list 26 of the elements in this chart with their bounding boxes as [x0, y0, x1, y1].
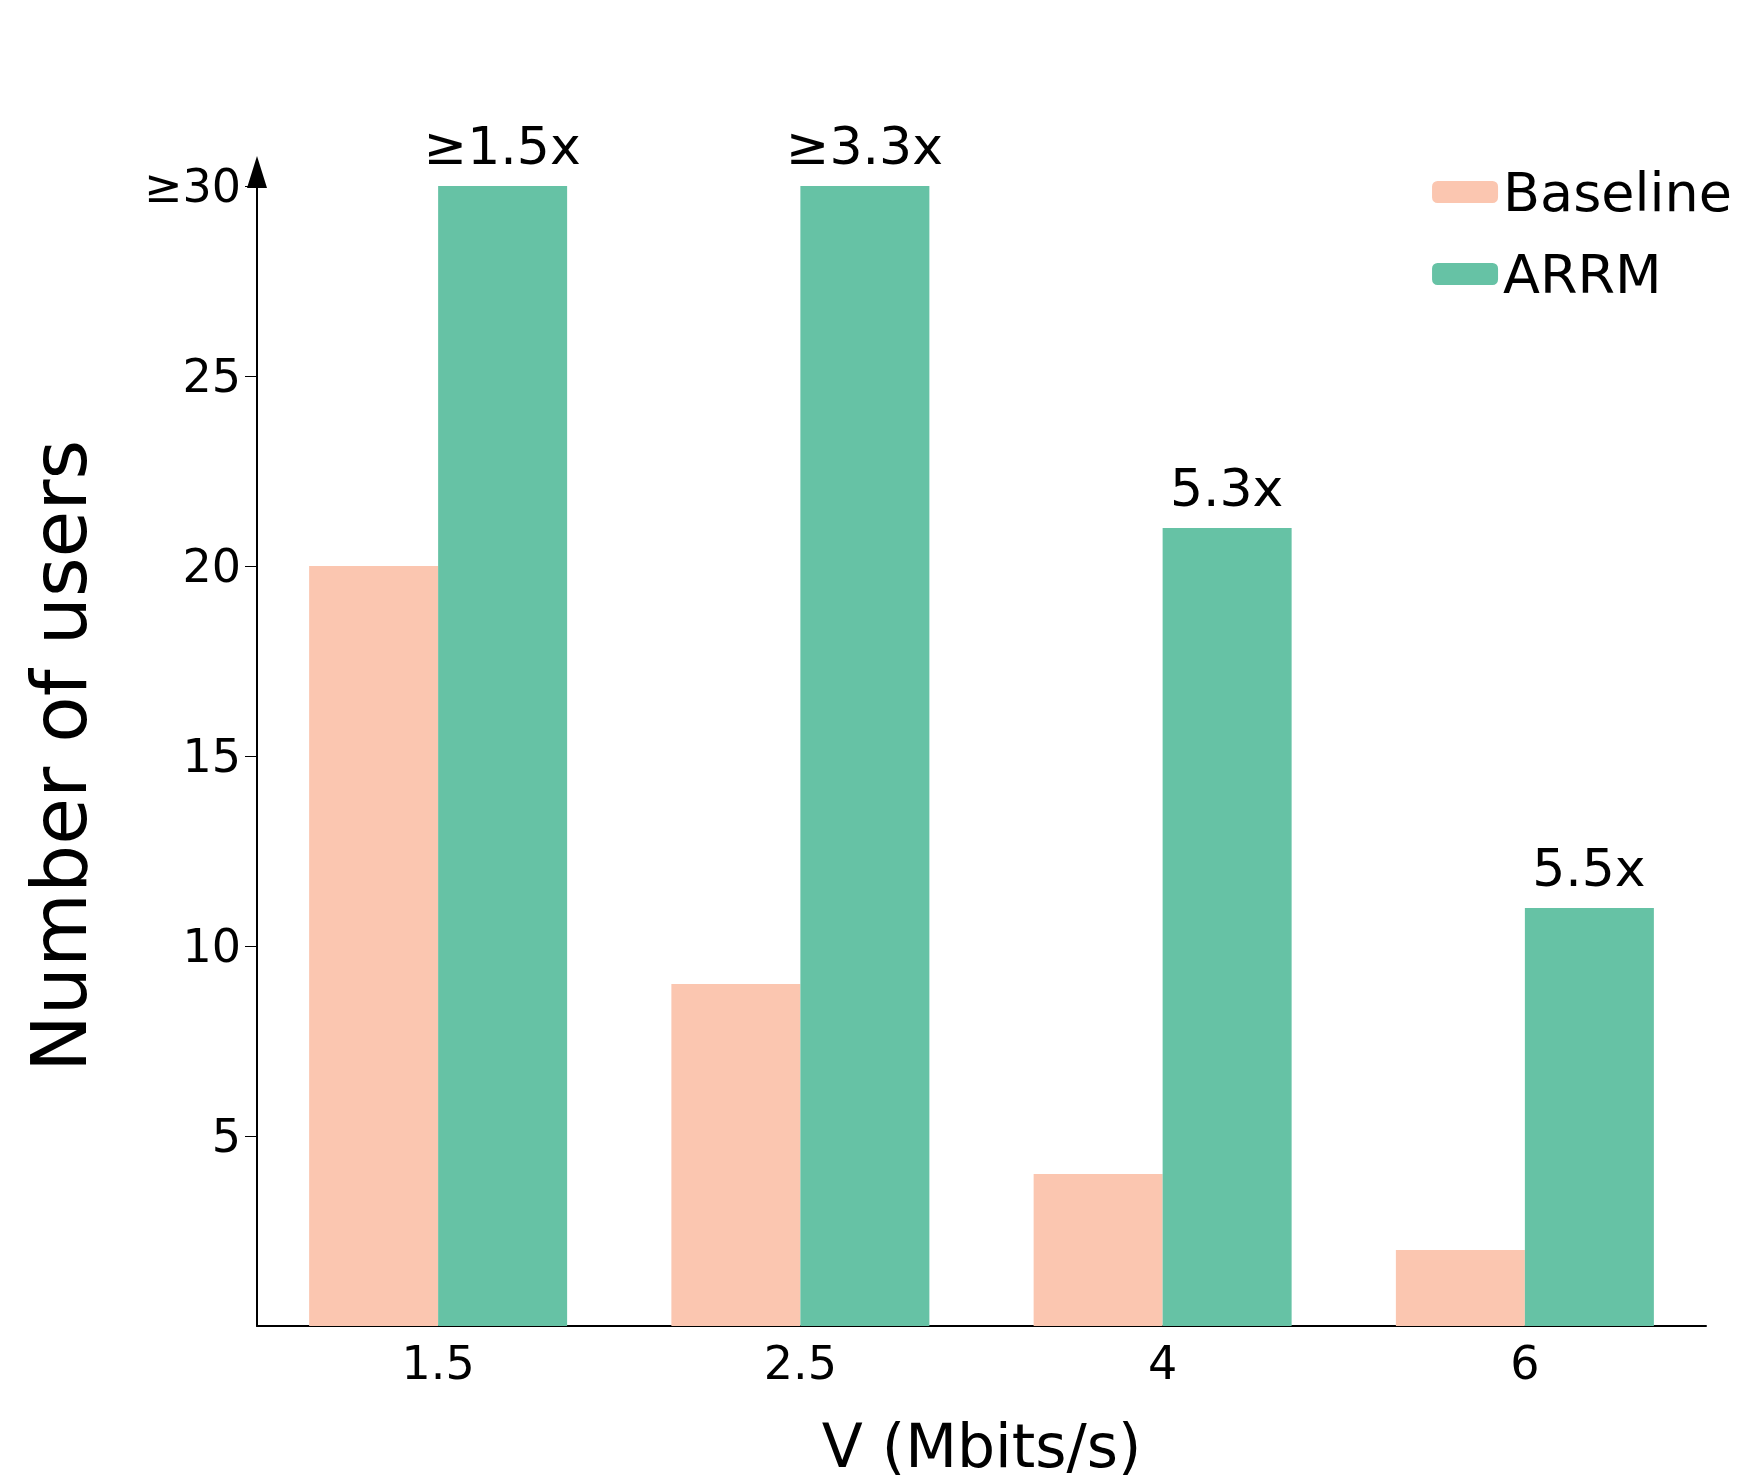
x-tick-label: 4	[1147, 1336, 1178, 1390]
bar	[1162, 528, 1292, 1326]
y-tick-label: 15	[182, 729, 241, 783]
bar	[671, 984, 801, 1326]
x-axis-title: V (Mbits/s)	[821, 1411, 1142, 1481]
bar	[438, 186, 568, 1326]
x-tick-label: 1.5	[401, 1336, 475, 1390]
bar	[1395, 1250, 1525, 1326]
y-tick-label: 5	[211, 1109, 241, 1163]
legend-label: Baseline	[1503, 160, 1733, 224]
y-tick-label: ≥30	[143, 159, 241, 213]
bar	[309, 566, 439, 1326]
legend-label: ARRM	[1503, 242, 1662, 306]
y-tick-label: 10	[182, 919, 241, 973]
y-tick-label: 25	[182, 349, 241, 403]
bar	[800, 186, 930, 1326]
x-tick-label: 2.5	[763, 1336, 837, 1390]
bar	[1033, 1174, 1163, 1326]
annotation: ≥1.5x	[423, 116, 581, 176]
annotation: ≥3.3x	[785, 116, 943, 176]
y-axis-title: Number of users	[14, 439, 104, 1073]
y-tick-label: 20	[182, 539, 241, 593]
annotation: 5.3x	[1169, 458, 1284, 518]
x-tick-label: 6	[1510, 1336, 1540, 1390]
bar	[1524, 908, 1654, 1326]
annotation: 5.5x	[1532, 838, 1646, 898]
